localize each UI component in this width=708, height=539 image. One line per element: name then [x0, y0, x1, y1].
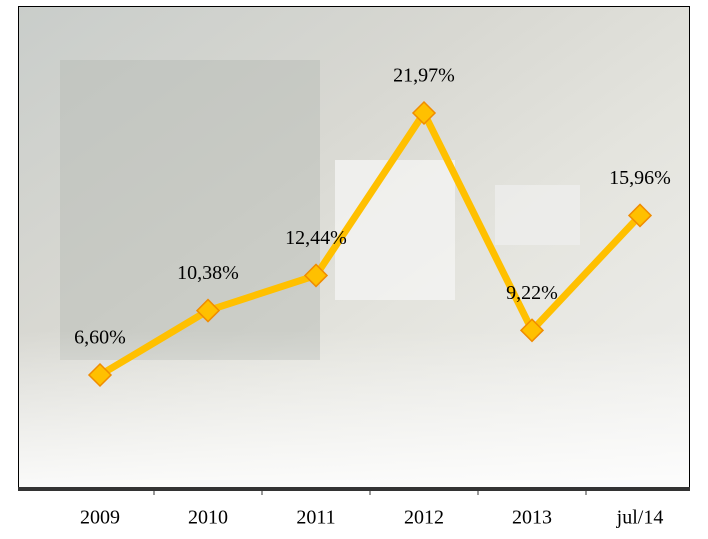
x-tick-label: 2009	[80, 507, 120, 529]
data-label: 9,22%	[506, 282, 558, 304]
mist	[18, 330, 690, 488]
x-tick-label: jul/14	[616, 507, 664, 529]
x-tick-label: 2012	[404, 507, 444, 529]
data-label: 15,96%	[609, 167, 671, 189]
data-label: 10,38%	[177, 262, 239, 284]
data-label: 12,44%	[285, 227, 347, 249]
chart: 2009 2010 2011 2012 2013 jul/14 6,60% 10,38% 12,…	[0, 0, 708, 534]
x-tick-label: 2011	[296, 507, 335, 529]
building-shape	[335, 160, 455, 300]
x-tick-label: 2013	[512, 507, 552, 529]
dam-shape	[60, 60, 320, 360]
building-shape	[495, 185, 580, 245]
x-tick-label: 2010	[188, 507, 228, 529]
data-label: 21,97%	[393, 65, 455, 87]
page: {"chart_data": {"type": "line", "categor…	[0, 0, 708, 539]
data-label: 6,60%	[74, 327, 126, 349]
